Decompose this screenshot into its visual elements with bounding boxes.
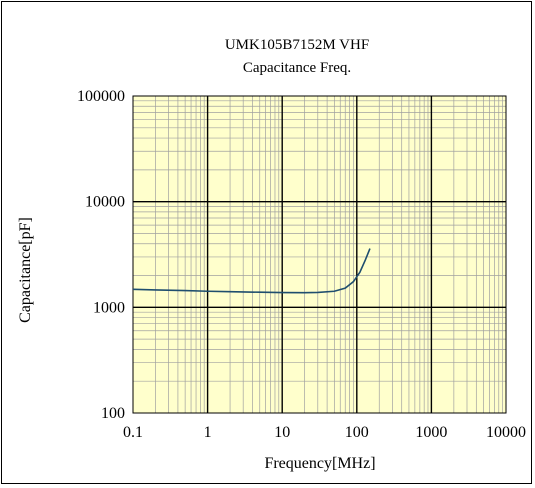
major-grid <box>133 96 506 413</box>
x-tick-label: 10000 <box>486 424 526 441</box>
minor-grid <box>133 96 506 413</box>
y-tick-labels: 100 1000 10000 100000 <box>77 88 125 422</box>
y-axis-label: Capacitance[pF] <box>17 217 34 323</box>
x-axis-label: Frequency[MHz] <box>264 455 375 472</box>
plot-border <box>132 95 507 414</box>
plot-area <box>133 96 506 413</box>
capacitance-curve <box>132 248 371 294</box>
y-tick-label: 100000 <box>77 88 125 105</box>
x-tick-label: 100 <box>345 424 369 441</box>
x-tick-label: 10 <box>274 424 290 441</box>
x-tick-label: 0.1 <box>123 424 143 441</box>
y-tick-label: 1000 <box>93 299 125 316</box>
x-tick-label: 1 <box>204 424 212 441</box>
y-tick-label: 100 <box>101 405 125 422</box>
x-tick-label: 1000 <box>415 424 447 441</box>
x-tick-labels: 0.1 1 10 100 1000 10000 <box>123 424 526 441</box>
chart-subtitle: Capacitance Freq. <box>243 60 351 76</box>
chart-title: UMK105B7152M VHF <box>225 37 369 53</box>
y-tick-label: 10000 <box>85 194 125 211</box>
